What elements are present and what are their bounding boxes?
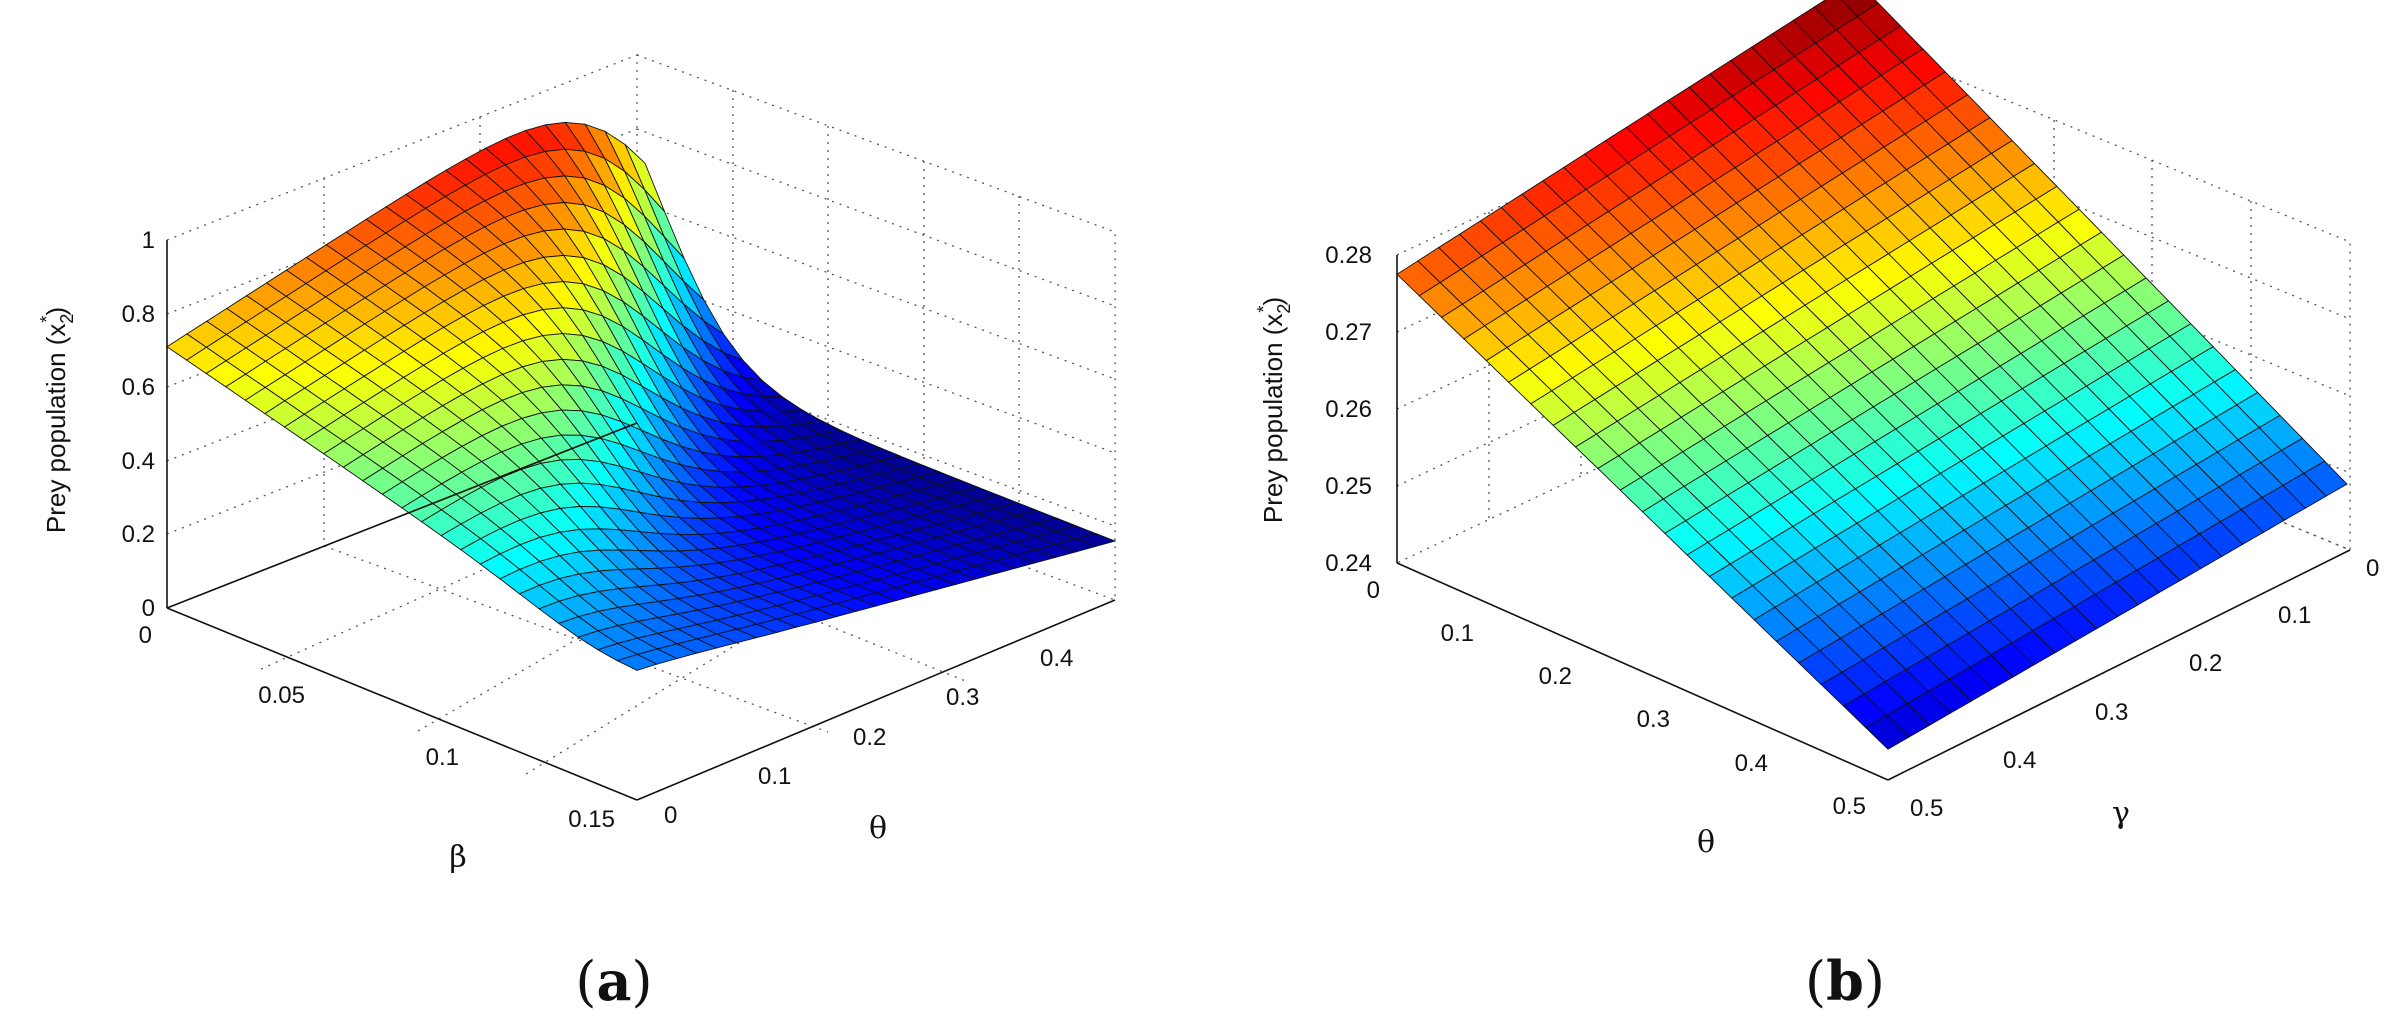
- x-tick: 0.3: [1637, 706, 1670, 733]
- x-tick: 0.05: [258, 682, 305, 709]
- x-tick: 0.5: [1833, 793, 1866, 820]
- z-axis-label: Prey population (x2*): [1254, 297, 1294, 523]
- y-tick: 0: [2366, 555, 2379, 582]
- x-tick: 0.1: [1441, 620, 1474, 647]
- y-tick: 0.4: [1040, 645, 1073, 672]
- z-tick: 0.28: [1325, 242, 1372, 269]
- y-tick: 0.2: [853, 724, 886, 751]
- y-tick: 0.5: [1910, 795, 1943, 822]
- x-tick: 0.15: [568, 806, 615, 833]
- y-tick: 0.4: [2003, 747, 2036, 774]
- y-tick: 0.3: [2095, 699, 2128, 726]
- chart-a-surface: [166, 121, 1117, 671]
- y-tick: 0.1: [2278, 602, 2311, 629]
- surface-cell: [1074, 532, 1117, 547]
- y-axis-label: γ: [2112, 796, 2130, 831]
- chart-b-axes: [1396, 255, 2351, 781]
- chart-a-xticks: 0 0.05 0.1 0.15: [139, 622, 615, 833]
- chart-a-zticks: 0 0.2 0.4 0.6 0.8 1: [122, 227, 155, 622]
- x-tick: 0.1: [426, 744, 459, 771]
- surface-cell: [2303, 460, 2348, 497]
- x-tick: 0.4: [1735, 750, 1768, 777]
- z-tick: 0.27: [1325, 319, 1372, 346]
- panel-label-a: (a): [575, 949, 652, 1013]
- y-tick: 0: [664, 802, 677, 829]
- chart-b-surface: [1396, 0, 2348, 750]
- x-axis-label: θ: [1697, 825, 1715, 860]
- chart-a-yticks: 0 0.1 0.2 0.3 0.4: [664, 645, 1073, 829]
- x-tick: 0: [139, 622, 152, 649]
- chart-a-axes: [166, 240, 1116, 801]
- y-axis-label: θ: [869, 811, 887, 846]
- chart-b-zticks: 0.24 0.25 0.26 0.27 0.28: [1325, 242, 1372, 577]
- y-tick: 0.3: [946, 684, 979, 711]
- z-tick: 1: [142, 227, 155, 254]
- chart-b-yticks: 0 0.1 0.2 0.3 0.4 0.5: [1910, 555, 2379, 822]
- z-tick: 0.4: [122, 448, 155, 475]
- z-tick: 0.26: [1325, 396, 1372, 423]
- x-tick: 0: [1367, 577, 1380, 604]
- x-tick: 0.2: [1539, 663, 1572, 690]
- y-tick: 0.2: [2189, 650, 2222, 677]
- y-tick: 0.1: [758, 763, 791, 790]
- x-axis-label: β: [449, 840, 466, 875]
- z-tick: 0.2: [122, 521, 155, 548]
- z-tick: 0.24: [1325, 550, 1372, 577]
- chart-b-xticks: 0 0.1 0.2 0.3 0.4 0.5: [1367, 577, 1866, 820]
- z-tick: 0.25: [1325, 473, 1372, 500]
- z-tick: 0.8: [122, 301, 155, 328]
- z-axis-label: Prey population (x2*): [37, 307, 77, 533]
- panel-label-b: (b): [1805, 949, 1885, 1013]
- chart-b: 0.24 0.25 0.26 0.27 0.28 0 0.1 0.2 0.3 0…: [1254, 0, 2379, 860]
- z-tick: 0.6: [122, 374, 155, 401]
- z-tick: 0: [142, 595, 155, 622]
- chart-a: 0 0.2 0.4 0.6 0.8 1 0 0.05 0.1 0.15 0 0.…: [37, 54, 1117, 875]
